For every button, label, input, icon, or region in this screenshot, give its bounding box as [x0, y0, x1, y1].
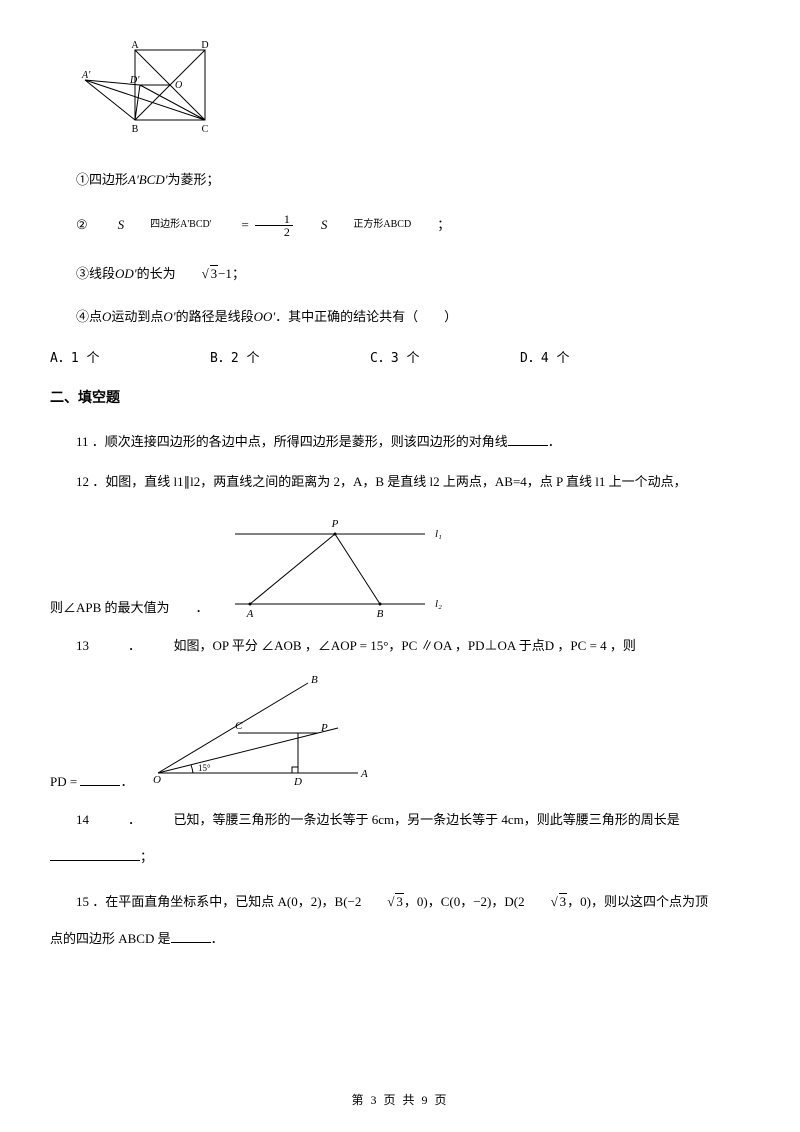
stmt2-s1label: 四边形A'BCD': [124, 217, 211, 233]
q15-blank: [171, 930, 211, 943]
q15-l1a: 15 ．在平面直角坐标系中，已知点 A(0，2)，B(−2: [76, 894, 361, 909]
q14-suffix: ；: [140, 849, 153, 864]
option-b: B．2 个: [210, 349, 370, 370]
question-12-line1: 12 ．如图，直线 l1∥l2，两直线之间的距离为 2，A，B 是直线 l2 上…: [50, 469, 750, 495]
option-d: D．4 个: [520, 349, 569, 370]
label-Aprime: A': [81, 70, 91, 81]
d3-angle: 15°: [198, 763, 211, 773]
d3-P: P: [320, 722, 328, 734]
stmt4-o: O: [102, 309, 111, 324]
stmt1-prefix: ①四边形: [76, 172, 128, 187]
section-2-title: 二、填空题: [50, 388, 750, 410]
q14-prefix: 14 ． 已知，等腰三角形的一条边长等于 6cm，另一条边长等于 4cm，则此等…: [76, 812, 680, 827]
label-O: O: [175, 80, 182, 91]
q12-prefix: 则∠APB 的最大值为 ．: [50, 598, 209, 619]
d2-l2: l₂: [435, 598, 442, 610]
stmt1-suffix: 为菱形；: [168, 172, 220, 187]
option-a: A．1 个: [50, 349, 210, 370]
d2-B: B: [376, 608, 383, 619]
statement-1: ①四边形A'BCD'为菱形；: [50, 170, 750, 191]
stmt4-oo: OO': [254, 309, 276, 324]
q15-rad1: 3: [395, 893, 404, 909]
statement-3: ③线段OD'的长为 3−1；: [50, 264, 750, 285]
q13-pd-prefix: PD =: [50, 774, 80, 789]
statement-2: ② S四边形A'BCD' = 12 S正方形ABCD ；: [50, 213, 750, 238]
diagram-triangle-lines: P l₁ l₂ A B: [215, 509, 455, 619]
stmt3-suffix: ；: [232, 266, 245, 281]
stmt4-mid2: 的路径是线段: [176, 309, 254, 324]
stmt3-rad: 3: [210, 265, 219, 281]
stmt2-prefix: ②: [50, 215, 88, 236]
stmt3-od: OD': [115, 266, 137, 281]
stmt3-mid: 的长为: [137, 266, 176, 281]
q13-prefix: 13 ． 如图，: [76, 638, 213, 653]
d3-A: A: [360, 768, 368, 780]
diagram-square-fold: A D A' D' O B C: [80, 40, 750, 140]
d3-D: D: [293, 776, 302, 788]
stmt4-suffix: ．其中正确的结论共有（ ）: [275, 309, 457, 324]
label-Dprime: D': [129, 75, 140, 86]
page-footer: 第 3 页 共 9 页: [0, 1091, 800, 1110]
d3-O: O: [153, 774, 161, 786]
q15-l2b: ．: [211, 931, 224, 946]
stmt1-math: A'BCD': [128, 172, 168, 187]
q15-l2a: 点的四边形 ABCD 是: [50, 931, 171, 946]
q12-l1: 12 ．如图，直线 l1∥l2，两直线之间的距离为 2，A，B 是直线 l2 上…: [76, 474, 687, 489]
label-B: B: [132, 124, 139, 135]
q13-body: OP 平分 ∠AOB ，∠AOP = 15°，PC ∥OA ，PD⊥OA 于点D…: [213, 638, 636, 653]
stmt3-tail: −1: [218, 266, 232, 281]
stmt4-mid1: 运动到点: [111, 309, 163, 324]
label-A: A: [131, 40, 139, 51]
question-12-line2: 则∠APB 的最大值为 ． P l₁ l₂ A B: [50, 509, 750, 619]
d2-P: P: [330, 518, 338, 530]
d3-B: B: [311, 674, 318, 686]
q11-tail: ．: [548, 434, 561, 449]
question-14-blank: ；: [50, 847, 750, 868]
question-15-line1: 15 ．在平面直角坐标系中，已知点 A(0，2)，B(−23，0)，C(0，−2…: [50, 889, 750, 915]
label-D: D: [201, 40, 208, 51]
option-c: C．3 个: [370, 349, 520, 370]
statement-4: ④点O运动到点O'的路径是线段OO'．其中正确的结论共有（ ）: [50, 307, 750, 328]
stmt3-prefix: ③线段: [76, 266, 115, 281]
diagram-angle-bisector: O A B C P D 15°: [143, 673, 373, 793]
q11-text: 11 ．顺次连接四边形的各边中点，所得四边形是菱形，则该四边形的对角线: [76, 434, 508, 449]
stmt4-prefix: ④点: [76, 309, 102, 324]
q13-pd-suffix: ．: [120, 774, 133, 789]
question-11: 11 ．顺次连接四边形的各边中点，所得四边形是菱形，则该四边形的对角线 ．: [50, 429, 750, 455]
q15-l1b: ，0)，C(0，−2)，D(2: [404, 894, 525, 909]
label-C: C: [202, 124, 209, 135]
q11-blank: [508, 433, 548, 446]
q13-blank: [80, 773, 120, 786]
stmt2-s2label: 正方形ABCD: [327, 217, 411, 233]
stmt4-oprime: O': [163, 309, 175, 324]
answer-options: A．1 个 B．2 个 C．3 个 D．4 个: [50, 349, 750, 370]
q15-l1c: ，0)，则以这四个点为顶: [567, 894, 708, 909]
d3-C: C: [235, 720, 243, 732]
stmt2-suffix: ；: [411, 215, 450, 236]
q14-blank: [50, 848, 140, 861]
q15-rad2: 3: [559, 893, 568, 909]
question-14: 14 ． 已知，等腰三角形的一条边长等于 6cm，另一条边长等于 4cm，则此等…: [50, 807, 750, 833]
d2-A: A: [245, 608, 253, 619]
question-13-line1: 13 ． 如图，OP 平分 ∠AOB ，∠AOP = 15°，PC ∥OA ，P…: [50, 633, 750, 659]
question-15-line2: 点的四边形 ABCD 是 ．: [50, 929, 750, 950]
d2-l1: l₁: [435, 528, 442, 540]
question-13-line2: PD = ． O A B C P D 15°: [50, 673, 750, 793]
